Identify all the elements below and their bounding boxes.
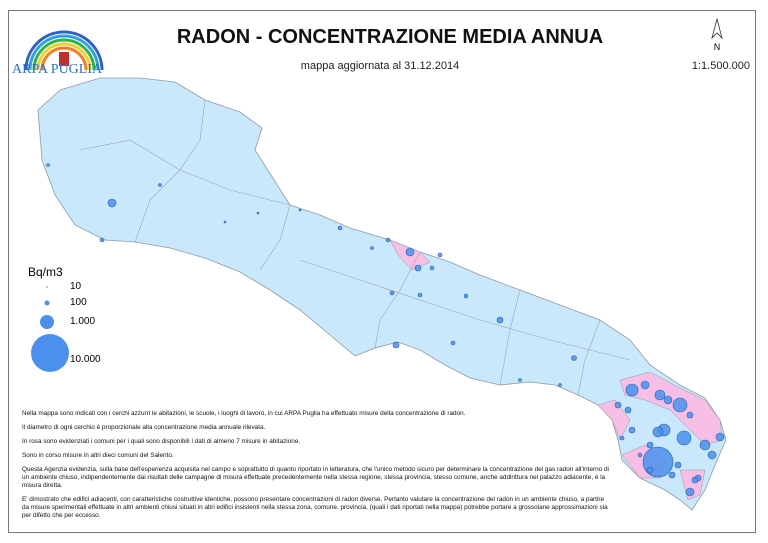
- measurement-circle: [223, 220, 227, 224]
- north-label: N: [713, 42, 721, 52]
- measurement-circle: [676, 430, 692, 446]
- legend-title: Bq/m3: [28, 265, 63, 279]
- measurement-circle: [414, 264, 422, 272]
- notes: Nella mappa sono indicati con i cerchi a…: [22, 410, 612, 526]
- measurement-circle: [685, 487, 695, 497]
- legend-circle-100: [44, 300, 50, 306]
- measurement-circles: [46, 163, 725, 497]
- measurement-circle: [558, 383, 562, 387]
- page-title: RADON - CONCENTRAZIONE MEDIA ANNUA: [176, 26, 604, 48]
- measurement-circle: [654, 389, 666, 401]
- measurement-circle: [707, 450, 717, 460]
- arpa-logo: [24, 30, 104, 71]
- legend-circles: [31, 286, 69, 372]
- scale-label: 1:1.500.000: [691, 60, 750, 72]
- legend-label-100: 100: [70, 297, 87, 308]
- note: E' dimostrato che edifici adiacenti, con…: [22, 496, 608, 519]
- legend-circle-10: [46, 286, 48, 288]
- measurement-circle: [668, 471, 676, 479]
- measurement-circle: [686, 411, 694, 419]
- map-frame: [8, 10, 756, 533]
- measurement-circle: [337, 225, 343, 231]
- measurement-circle: [571, 355, 577, 361]
- province-borders: [79, 99, 631, 396]
- legend-label-10000: 10.000: [70, 354, 101, 365]
- measurement-circle: [715, 432, 725, 442]
- region-land: [37, 77, 727, 511]
- measurement-circle: [417, 292, 423, 298]
- measurement-circle: [628, 426, 636, 434]
- measurement-circle: [518, 378, 522, 382]
- measurement-circle: [619, 435, 625, 441]
- measurement-circle: [463, 293, 469, 299]
- measurement-circle: [674, 461, 682, 469]
- measurement-circle: [107, 198, 117, 208]
- measurement-circle: [437, 252, 443, 258]
- measurement-circle: [640, 380, 650, 390]
- measurement-circle: [496, 316, 504, 324]
- legend-circle-10000: [31, 334, 69, 372]
- measurement-circle: [450, 340, 456, 346]
- measurement-circle: [691, 476, 699, 484]
- measurement-circle: [392, 341, 400, 349]
- north-arrow-icon: [711, 17, 723, 40]
- note: In rosa sono evidenziati i comuni per i …: [22, 438, 301, 445]
- measurement-circle: [46, 163, 50, 167]
- measurement-circle: [642, 446, 674, 478]
- measurement-circle: [298, 208, 302, 212]
- north-arrow: N: [707, 17, 727, 52]
- measurement-circle: [672, 397, 688, 413]
- measurement-circle: [429, 265, 435, 271]
- measurement-circle: [663, 395, 673, 405]
- measurement-circle: [256, 211, 260, 215]
- measurement-circle: [389, 290, 395, 296]
- measurement-circle: [699, 439, 711, 451]
- note: Sono in corso misure in altri dieci comu…: [22, 452, 174, 459]
- measurement-circle: [99, 237, 105, 243]
- measurement-circle: [624, 406, 632, 414]
- note: Il diametro di ogni cerchio è proporzion…: [22, 424, 266, 431]
- subtitle: mappa aggiornata al 31.12.2014: [300, 60, 460, 72]
- measurement-circle: [370, 246, 374, 250]
- measurement-circle: [646, 441, 654, 449]
- measurement-circle: [652, 426, 664, 438]
- legend-circle-1000: [40, 315, 54, 329]
- note: Nella mappa sono indicati con i cerchi a…: [22, 410, 466, 417]
- measurement-circle: [637, 452, 643, 458]
- legend-label-1000: 1.000: [70, 316, 96, 327]
- measurement-circle: [625, 383, 639, 397]
- measurement-circle: [385, 237, 391, 243]
- measurement-circle: [646, 466, 654, 474]
- measurement-circle: [158, 183, 162, 187]
- measurement-circle: [614, 401, 622, 409]
- legend-label-10: 10: [70, 281, 82, 292]
- measurement-circle: [405, 247, 415, 257]
- logo-text: ARPA PUGLIA: [12, 62, 103, 77]
- note: Questa Agenzia evidenzia, sulla base del…: [22, 466, 609, 489]
